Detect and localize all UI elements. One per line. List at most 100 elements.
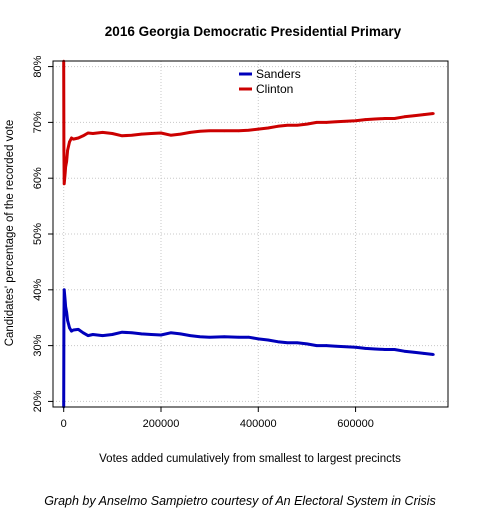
data-point-clinton (86, 131, 90, 135)
data-point-clinton (130, 133, 134, 137)
data-point-clinton (364, 118, 367, 121)
data-point-clinton (393, 117, 396, 120)
y-axis: 20% 30% 40% 50% 60% 70% 80% (32, 55, 53, 412)
data-point-clinton (198, 130, 202, 133)
series-layer (62, 59, 435, 409)
data-point-clinton (286, 123, 289, 127)
chart-caption: Graph by Anselmo Sampietro courtesy of A… (44, 494, 436, 508)
data-point-sanders (81, 331, 85, 335)
y-tick-label: 20% (32, 390, 44, 412)
data-point-clinton (111, 132, 114, 135)
data-point-clinton (295, 123, 299, 127)
data-point-sanders (188, 334, 192, 337)
data-point-sanders (140, 332, 143, 336)
data-point-sanders (305, 342, 309, 346)
data-point-sanders (247, 335, 250, 339)
data-point-clinton (63, 171, 67, 174)
data-point-sanders (86, 334, 90, 337)
y-tick-label: 60% (32, 167, 44, 189)
data-point-clinton (402, 115, 406, 119)
data-point-clinton (91, 132, 95, 135)
data-point-clinton (432, 112, 435, 115)
data-point-clinton (422, 113, 426, 116)
data-point-sanders (63, 294, 66, 297)
data-point-clinton (383, 117, 387, 120)
data-point-clinton (179, 132, 182, 136)
data-point-sanders (402, 349, 406, 353)
chart-title: 2016 Georgia Democratic Presidential Pri… (105, 24, 402, 39)
data-point-sanders (159, 333, 163, 337)
data-point-clinton (70, 136, 73, 140)
x-axis-label: Votes added cumulatively from smallest t… (99, 453, 401, 465)
data-point-sanders (111, 333, 114, 336)
data-point-sanders (334, 344, 338, 348)
series-line-sanders (62, 288, 434, 408)
data-point-clinton (62, 182, 66, 186)
data-point-clinton (257, 127, 260, 131)
x-axis: 0 200000 400000 600000 (61, 407, 374, 430)
data-point-clinton (63, 176, 66, 180)
data-point-clinton (101, 131, 104, 134)
data-point-clinton (373, 117, 377, 121)
data-point-clinton (72, 137, 75, 141)
data-point-clinton (266, 126, 270, 130)
data-point-sanders (364, 347, 367, 350)
legend-label-sanders: Sanders (256, 67, 301, 81)
data-point-sanders (72, 328, 75, 332)
data-point-clinton (64, 165, 67, 169)
data-point-clinton (62, 149, 66, 152)
data-point-sanders (65, 310, 68, 314)
y-axis-label: Candidates' percentage of the recorded v… (4, 120, 16, 347)
data-point-sanders (295, 341, 299, 345)
data-point-sanders (354, 346, 357, 349)
data-point-clinton (305, 122, 309, 126)
data-point-sanders (101, 334, 104, 337)
data-point-sanders (266, 338, 270, 342)
y-tick-label: 40% (32, 279, 44, 301)
data-point-sanders (179, 332, 182, 336)
data-point-clinton (150, 132, 153, 135)
data-point-sanders (412, 351, 416, 354)
x-tick-label: 200000 (143, 418, 180, 430)
data-point-clinton (208, 129, 211, 133)
data-point-clinton (169, 133, 172, 137)
x-tick-label: 0 (61, 418, 67, 430)
y-tick-label: 80% (32, 55, 44, 77)
data-point-sanders (286, 341, 289, 345)
data-point-clinton (344, 120, 348, 123)
data-point-sanders (237, 335, 241, 339)
data-point-clinton (65, 160, 68, 163)
x-tick-label: 400000 (240, 418, 277, 430)
data-point-sanders (432, 353, 435, 356)
data-point-sanders (222, 335, 226, 339)
data-point-clinton (334, 120, 338, 124)
data-point-clinton (325, 121, 328, 124)
data-point-sanders (315, 344, 319, 347)
data-point-sanders (68, 326, 71, 330)
data-point-sanders (150, 333, 153, 336)
data-point-sanders (422, 352, 426, 355)
data-point-clinton (68, 140, 71, 144)
data-point-clinton (354, 119, 357, 122)
data-point-clinton (159, 131, 163, 135)
data-point-sanders (208, 335, 211, 339)
data-point-sanders (276, 340, 280, 344)
data-point-sanders (64, 305, 67, 308)
plot-frame (52, 60, 449, 408)
data-point-sanders (383, 348, 387, 351)
data-point-sanders (325, 344, 328, 347)
data-point-sanders (393, 348, 396, 351)
data-point-clinton (120, 134, 124, 138)
data-point-clinton (247, 128, 250, 132)
data-point-sanders (62, 322, 66, 325)
x-tick-label: 600000 (337, 418, 374, 430)
data-point-sanders (373, 347, 377, 351)
data-point-sanders (120, 330, 124, 334)
legend-label-clinton: Clinton (256, 82, 293, 96)
data-point-clinton (315, 121, 319, 124)
data-point-sanders (63, 299, 67, 303)
data-point-clinton (140, 132, 143, 136)
data-point-clinton (237, 129, 241, 133)
data-point-sanders (70, 329, 73, 333)
